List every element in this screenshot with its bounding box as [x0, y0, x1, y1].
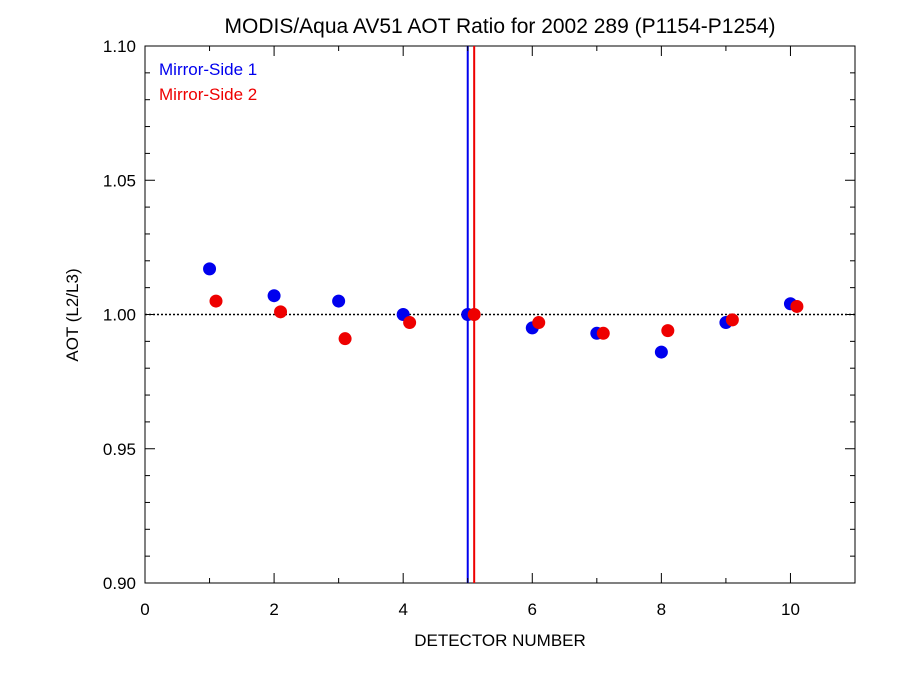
y-tick-label: 1.05: [103, 171, 136, 190]
data-point-series-1: [267, 289, 281, 303]
data-point-series-2: [790, 299, 804, 313]
data-point-series-2: [403, 316, 417, 330]
x-tick-label: 6: [528, 600, 537, 619]
legend-entry: Mirror-Side 1: [159, 60, 257, 79]
data-point-series-1: [332, 294, 346, 308]
legend-entry: Mirror-Side 2: [159, 85, 257, 104]
x-tick-label: 8: [657, 600, 666, 619]
data-point-series-2: [661, 324, 675, 338]
data-point-series-2: [209, 294, 223, 308]
x-axis-label: DETECTOR NUMBER: [414, 631, 586, 650]
chart-title: MODIS/Aqua AV51 AOT Ratio for 2002 289 (…: [225, 15, 776, 38]
data-point-series-2: [338, 332, 352, 346]
data-point-series-2: [274, 305, 288, 319]
data-point-series-2: [532, 316, 546, 330]
tick-labels: 0 2 4 6 8 10 0.90 0.95 1.00 1.05 1.10: [103, 37, 800, 619]
data-point-series-1: [203, 262, 217, 276]
y-tick-label: 0.90: [103, 574, 136, 593]
data-point-series-2: [725, 313, 739, 327]
y-tick-label: 1.00: [103, 306, 136, 325]
y-tick-label: 0.95: [103, 440, 136, 459]
y-axis-label: AOT (L2/L3): [63, 268, 82, 361]
x-tick-label: 0: [140, 600, 149, 619]
plot-frame: [144, 45, 856, 584]
x-tick-label: 10: [781, 600, 800, 619]
axis-ticks: [144, 45, 856, 584]
x-tick-label: 2: [269, 600, 278, 619]
data-points: [203, 262, 804, 359]
data-point-series-1: [654, 345, 668, 359]
data-point-series-2: [596, 326, 610, 340]
legend: Mirror-Side 1 Mirror-Side 2: [159, 60, 257, 104]
y-tick-label: 1.10: [103, 37, 136, 56]
data-point-series-2: [467, 308, 481, 321]
x-tick-label: 4: [398, 600, 407, 619]
